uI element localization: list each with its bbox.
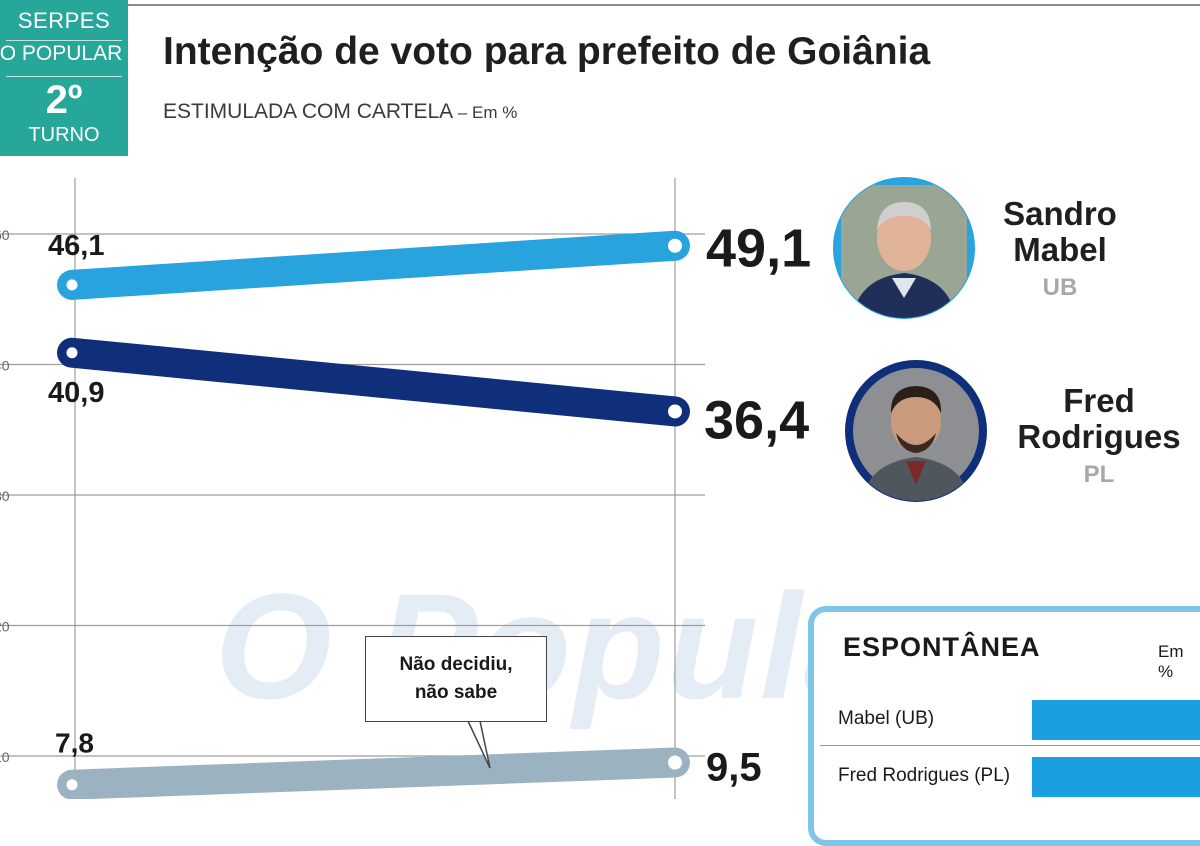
data-point xyxy=(66,347,78,359)
candidate-photo-mabel xyxy=(834,178,974,318)
candidate-name-line2: Rodrigues xyxy=(1017,418,1181,455)
data-label-end: 9,5 xyxy=(706,746,762,790)
badge-line1: SERPES xyxy=(17,8,111,33)
candidate-name-line1: Fred xyxy=(1063,382,1135,419)
data-label-end: 49,1 xyxy=(706,219,811,279)
series-line xyxy=(57,747,690,799)
data-point xyxy=(66,279,78,291)
espontanea-title: ESPONTÂNEA xyxy=(843,632,1041,662)
data-label-start: 7,8 xyxy=(55,728,94,759)
subtitle-text: ESTIMULADA COM CARTELA xyxy=(163,100,453,123)
badge-round-number: 2º xyxy=(45,78,83,122)
badge-divider xyxy=(6,40,122,41)
espontanea-row: Fred Rodrigues (PL) xyxy=(820,757,1200,797)
top-rule xyxy=(128,4,1200,6)
candidate-label-fred: Fred Rodrigues PL xyxy=(1004,383,1194,489)
data-point xyxy=(668,404,682,419)
series-line xyxy=(57,337,690,427)
y-tick-label: 20 xyxy=(0,619,10,635)
data-label-start: 40,9 xyxy=(48,377,104,409)
candidate-party: UB xyxy=(1042,274,1078,301)
y-tick-label: 50 xyxy=(0,227,10,243)
callout-line2: não sabe xyxy=(414,682,498,703)
candidate-label-mabel: Sandro Mabel UB xyxy=(992,196,1128,302)
data-point xyxy=(66,779,78,791)
y-tick-label: 40 xyxy=(0,358,10,374)
espontanea-row-label: Mabel (UB) xyxy=(838,708,935,729)
espontanea-unit: Em % xyxy=(1158,642,1184,681)
candidate-party: PL xyxy=(1083,461,1115,488)
callout-pointer xyxy=(467,720,491,769)
series-line xyxy=(57,230,690,300)
line-chart: 10 20 30 40 50 46,1 49,1 40,9 36,4 7,8 9,5 xyxy=(0,177,987,799)
chart-subtitle: ESTIMULADA COM CARTELA – Em % xyxy=(163,100,517,124)
subtitle-unit: – Em % xyxy=(457,103,518,122)
espontanea-bar xyxy=(1032,700,1200,740)
data-label-start: 46,1 xyxy=(48,230,104,262)
y-tick-label: 10 xyxy=(0,749,10,765)
survey-badge: SERPES O POPULAR 2º TURNO xyxy=(0,0,128,156)
espontanea-divider xyxy=(820,745,1200,746)
callout-line1: Não decidiu, xyxy=(399,654,513,675)
espontanea-row-label: Fred Rodrigues (PL) xyxy=(838,765,1011,786)
data-label-end: 36,4 xyxy=(704,390,809,450)
candidate-name-line2: Mabel xyxy=(1013,231,1107,268)
undecided-callout: Não decidiu, não sabe xyxy=(365,636,547,722)
data-point xyxy=(668,755,682,770)
badge-divider xyxy=(6,76,122,77)
espontanea-bar xyxy=(1032,757,1200,797)
data-point xyxy=(668,238,682,253)
candidate-photo-fred xyxy=(846,361,986,501)
badge-round-word: TURNO xyxy=(28,124,100,146)
candidate-name-line1: Sandro xyxy=(1003,195,1117,232)
y-tick-label: 30 xyxy=(0,488,10,504)
espontanea-row: Mabel (UB) xyxy=(820,700,1200,740)
chart-title: Intenção de voto para prefeito de Goiâni… xyxy=(163,30,931,73)
badge-line2: O POPULAR xyxy=(0,42,123,65)
